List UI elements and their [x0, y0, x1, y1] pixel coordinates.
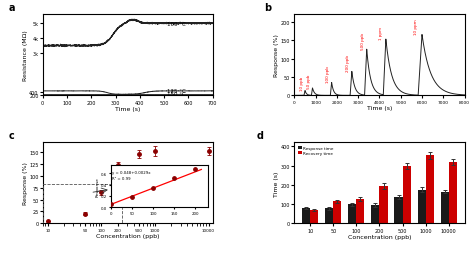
Bar — [372, 205, 380, 224]
Bar — [325, 209, 333, 224]
Text: d: d — [257, 131, 264, 141]
Text: 100 °C: 100 °C — [166, 22, 185, 27]
Text: 1 ppm: 1 ppm — [379, 27, 383, 40]
Bar — [356, 199, 365, 224]
Bar — [449, 162, 457, 224]
Bar — [302, 208, 310, 224]
X-axis label: Concentration (ppb): Concentration (ppb) — [348, 234, 411, 239]
Y-axis label: Time (s): Time (s) — [274, 170, 280, 196]
Bar — [441, 192, 449, 224]
X-axis label: Time (s): Time (s) — [115, 106, 140, 112]
Text: b: b — [264, 3, 271, 13]
Text: a: a — [9, 3, 15, 13]
Text: 100 ppb: 100 ppb — [326, 66, 330, 83]
Y-axis label: Resistance (MΩ): Resistance (MΩ) — [23, 30, 28, 81]
Y-axis label: Response (%): Response (%) — [274, 34, 280, 77]
Bar — [418, 190, 426, 224]
Text: 125 °C: 125 °C — [166, 89, 185, 94]
Bar — [333, 201, 341, 224]
Y-axis label: Response (%): Response (%) — [23, 162, 28, 204]
Text: 150 °C: 150 °C — [166, 91, 185, 97]
Bar — [380, 186, 388, 224]
Text: 50 ppb: 50 ppb — [307, 74, 311, 88]
Text: 10 ppm: 10 ppm — [414, 19, 418, 35]
Legend: Response time, Recovery time: Response time, Recovery time — [297, 145, 335, 156]
X-axis label: Time (s): Time (s) — [367, 105, 392, 110]
Bar — [43, 185, 121, 224]
X-axis label: Concentration (ppb): Concentration (ppb) — [96, 233, 159, 238]
Bar — [310, 210, 319, 224]
Bar — [348, 204, 356, 224]
Text: 500 ppb: 500 ppb — [361, 33, 365, 50]
Bar — [426, 156, 434, 224]
Bar — [402, 166, 410, 224]
Text: 200 ppb: 200 ppb — [346, 55, 350, 72]
Bar — [394, 198, 402, 224]
Text: 10 ppb: 10 ppb — [300, 77, 304, 91]
Text: c: c — [9, 131, 14, 141]
